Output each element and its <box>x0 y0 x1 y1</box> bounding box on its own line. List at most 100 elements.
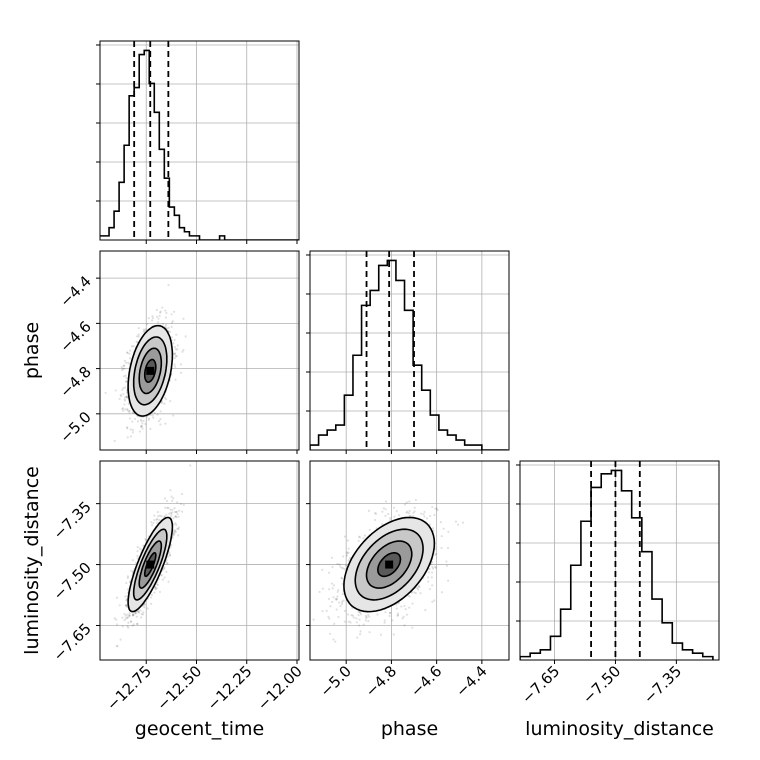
sample-point <box>327 615 330 618</box>
sample-point <box>347 551 350 554</box>
axes-frame <box>99 250 300 451</box>
histogram-geocent_time <box>100 49 299 240</box>
sample-point <box>150 593 154 596</box>
contour-line-0 <box>143 358 157 384</box>
sample-point <box>411 626 414 629</box>
sample-point <box>179 502 183 506</box>
sample-point <box>165 499 168 503</box>
sample-point <box>171 511 174 514</box>
sample-point <box>155 308 159 312</box>
sample-point <box>358 610 361 614</box>
sample-point <box>408 500 411 503</box>
sample-point <box>348 557 352 560</box>
sample-point <box>167 284 170 287</box>
sample-point <box>170 336 174 339</box>
sample-point <box>332 638 335 641</box>
sample-point <box>168 512 171 515</box>
sample-point <box>321 610 324 613</box>
sample-point <box>123 367 126 370</box>
sample-point <box>152 416 155 419</box>
sample-point <box>159 418 162 421</box>
sample-point <box>131 428 134 432</box>
x-tick-label: −4.4 <box>452 662 490 700</box>
sample-point <box>412 511 415 514</box>
sample-point <box>158 514 162 517</box>
sample-point <box>126 625 129 628</box>
sample-point <box>163 515 166 518</box>
sample-point <box>165 570 168 573</box>
sample-point <box>169 399 172 403</box>
sample-point <box>126 408 129 412</box>
sample-point <box>122 386 125 390</box>
sample-point <box>340 576 343 579</box>
sample-point <box>344 564 347 567</box>
sample-point <box>182 349 185 352</box>
sample-point <box>431 561 434 564</box>
sample-point <box>179 363 183 366</box>
sample-point <box>413 510 416 513</box>
sample-point <box>144 328 147 331</box>
sample-point <box>127 402 130 405</box>
sample-point <box>172 517 175 520</box>
contour-line-0 <box>143 552 157 578</box>
x-tick-label: −12.00 <box>254 662 306 714</box>
sample-point <box>181 350 184 353</box>
sample-point <box>127 410 130 413</box>
sample-point <box>334 597 337 600</box>
sample-point <box>176 344 179 347</box>
sample-point <box>174 348 177 351</box>
sample-point <box>343 609 347 612</box>
sample-point <box>159 423 162 426</box>
y-axis-label-luminosity_distance: luminosity_distance <box>21 466 43 655</box>
y-tick-label: −7.50 <box>50 559 95 604</box>
sample-point <box>151 414 154 417</box>
sample-point <box>146 415 149 418</box>
sample-point <box>128 411 131 414</box>
sample-point <box>454 520 458 523</box>
sample-point <box>171 499 174 502</box>
sample-point <box>172 342 175 345</box>
sample-point <box>173 529 177 532</box>
sample-point <box>115 644 118 647</box>
sample-point <box>172 497 175 500</box>
sample-point <box>125 613 129 616</box>
sample-point <box>155 518 158 521</box>
x-tick-label: −12.25 <box>204 662 256 714</box>
sample-point <box>346 552 349 555</box>
sample-point <box>167 580 170 583</box>
sample-point <box>140 419 143 423</box>
sample-point <box>129 349 132 352</box>
sample-point <box>368 631 371 634</box>
sample-point <box>172 523 175 526</box>
sample-point <box>404 608 407 611</box>
sample-point <box>156 413 159 416</box>
sample-point <box>124 399 127 402</box>
x-tick-label: −7.50 <box>579 662 624 707</box>
sample-point <box>408 595 411 598</box>
sample-point <box>119 638 122 641</box>
sample-point <box>125 380 128 383</box>
sample-point <box>431 527 435 530</box>
sample-point <box>143 606 146 609</box>
sample-point <box>381 510 384 513</box>
sample-point <box>170 513 173 516</box>
sample-point <box>331 565 334 569</box>
sample-point <box>147 418 150 421</box>
sample-point <box>137 610 140 613</box>
sample-point <box>359 613 363 616</box>
sample-point <box>151 319 154 322</box>
sample-point <box>136 549 139 553</box>
sample-point <box>347 559 350 562</box>
sample-point <box>461 521 465 524</box>
sample-point <box>427 571 430 574</box>
sample-point <box>123 612 126 616</box>
sample-point <box>420 512 423 515</box>
sample-point <box>150 602 153 605</box>
sample-point <box>434 566 437 569</box>
sample-point <box>367 619 370 623</box>
sample-point <box>184 335 187 338</box>
sample-point <box>407 512 411 515</box>
sample-point <box>128 357 132 360</box>
sample-point <box>173 363 176 366</box>
sample-point <box>142 328 145 331</box>
